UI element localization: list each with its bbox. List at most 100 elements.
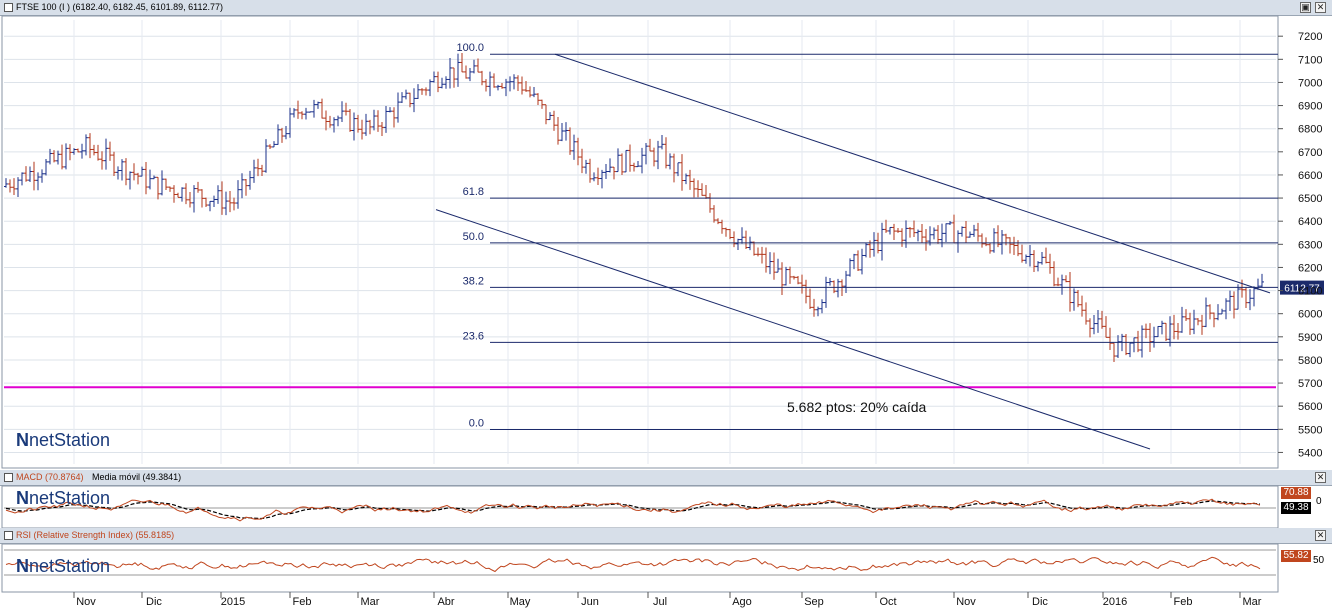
main-price-chart[interactable]: 100.0 61.8 50.0 38.2 23.6 0.0 6112.77 7200 7100… — [0, 0, 1332, 470]
ohlc-bar — [844, 270, 848, 294]
ohlc-bar — [116, 166, 120, 180]
ohlc-bar — [1196, 318, 1200, 326]
ohlc-bar — [1012, 236, 1016, 256]
ohlc-bar — [164, 178, 168, 191]
ohlc-bar — [108, 141, 112, 161]
fib-level-label: 38.2 — [463, 275, 484, 287]
ohlc-bar — [96, 144, 100, 161]
x-tick-label: Feb — [293, 596, 312, 608]
ohlc-bar — [464, 65, 468, 79]
ohlc-bar — [632, 162, 636, 172]
ohlc-bar — [388, 107, 392, 113]
close-icon[interactable]: ✕ — [1315, 530, 1326, 541]
ohlc-bar — [28, 166, 32, 182]
ohlc-bar — [1044, 247, 1048, 264]
ohlc-bar — [668, 153, 672, 170]
pane-menu-icon[interactable] — [4, 3, 13, 12]
ohlc-bar — [848, 258, 852, 277]
ohlc-bar — [1144, 323, 1148, 339]
ohlc-bar — [784, 266, 788, 286]
close-icon[interactable]: ✕ — [1315, 2, 1326, 13]
ohlc-bar — [1168, 316, 1172, 347]
x-tick-label: Oct — [879, 596, 896, 608]
ohlc-bar — [364, 113, 368, 136]
ohlc-bar — [936, 225, 940, 244]
ohlc-bar — [1136, 330, 1140, 353]
ohlc-bar — [560, 123, 564, 142]
watermark-main: NnetStation — [16, 430, 110, 451]
ohlc-bar — [852, 253, 856, 270]
ohlc-bar — [864, 242, 868, 258]
ohlc-bar — [172, 185, 176, 203]
ohlc-bar — [780, 262, 784, 296]
ohlc-bar — [384, 105, 388, 133]
macd-chart[interactable] — [0, 470, 1332, 530]
ohlc-bar — [676, 162, 680, 177]
pane-menu-icon[interactable] — [4, 531, 13, 540]
ohlc-bar — [1024, 254, 1028, 264]
ohlc-bar — [908, 227, 912, 238]
ohlc-bar — [1216, 304, 1220, 321]
ohlc-bar — [204, 197, 208, 207]
ohlc-bar — [120, 159, 124, 181]
rsi-50-label: 50 — [1313, 555, 1325, 566]
ohlc-bar — [1096, 310, 1100, 333]
ohlc-bar — [16, 177, 20, 198]
restore-icon[interactable]: ▣ — [1300, 2, 1311, 13]
ohlc-bar — [992, 228, 996, 253]
rsi-chart[interactable]: Nov Dic 2015 Feb Mar Abr May Jun Jul Ago Sep Oct Nov… — [0, 528, 1332, 610]
ohlc-bar — [268, 144, 272, 150]
ohlc-bar — [432, 71, 436, 83]
ohlc-bar — [1180, 306, 1184, 333]
ohlc-bar — [1164, 322, 1168, 342]
ohlc-bar — [1100, 310, 1104, 329]
ohlc-bar — [552, 110, 556, 131]
ohlc-bar — [1208, 304, 1212, 320]
pane-menu-icon[interactable] — [4, 473, 13, 482]
ohlc-bar — [476, 58, 480, 73]
ohlc-bar — [1124, 334, 1128, 356]
ohlc-bar — [60, 144, 64, 170]
ohlc-bar — [568, 127, 572, 155]
ohlc-bar — [284, 125, 288, 140]
x-tick-label: 2016 — [1103, 596, 1127, 608]
ohlc-bar — [156, 176, 160, 200]
ohlc-bar — [1204, 297, 1208, 328]
ohlc-bar — [660, 135, 664, 150]
fib-level-label: 23.6 — [463, 330, 484, 342]
y-tick-label: 5400 — [1298, 447, 1322, 459]
ohlc-bar — [8, 179, 12, 193]
ohlc-bar — [1160, 320, 1164, 335]
ohlc-bar — [56, 150, 60, 165]
y-tick-label: 6000 — [1298, 309, 1322, 321]
ohlc-bar — [1084, 302, 1088, 325]
ohlc-bar — [404, 89, 408, 100]
ohlc-bar — [100, 151, 104, 170]
ohlc-bar — [540, 99, 544, 109]
ohlc-bar — [640, 147, 644, 174]
ma-last-value: 49.38 — [1281, 502, 1311, 514]
y-tick-label: 7200 — [1298, 31, 1322, 43]
ohlc-bar — [160, 170, 164, 196]
y-tick-label: 6200 — [1298, 262, 1322, 274]
ohlc-bar — [964, 220, 968, 243]
ohlc-bar — [348, 109, 352, 132]
ohlc-bar — [1116, 335, 1120, 358]
ohlc-bar — [1140, 325, 1144, 358]
ohlc-bar — [516, 75, 520, 91]
ohlc-bar — [760, 246, 764, 264]
ohlc-bar — [212, 195, 216, 207]
ohlc-bar — [392, 107, 396, 128]
macd-title: MACD (70.8764) — [16, 472, 84, 482]
ohlc-bar — [256, 158, 260, 177]
ohlc-bar — [468, 68, 472, 82]
ohlc-bar — [296, 100, 300, 119]
y-tick-label: 6900 — [1298, 101, 1322, 113]
x-tick-label: Nov — [956, 596, 976, 608]
ohlc-bar — [636, 160, 640, 168]
ohlc-bar — [812, 298, 816, 317]
ohlc-bar — [592, 172, 596, 182]
close-icon[interactable]: ✕ — [1315, 472, 1326, 483]
ohlc-bar — [672, 153, 676, 183]
ohlc-bar — [1152, 326, 1156, 348]
